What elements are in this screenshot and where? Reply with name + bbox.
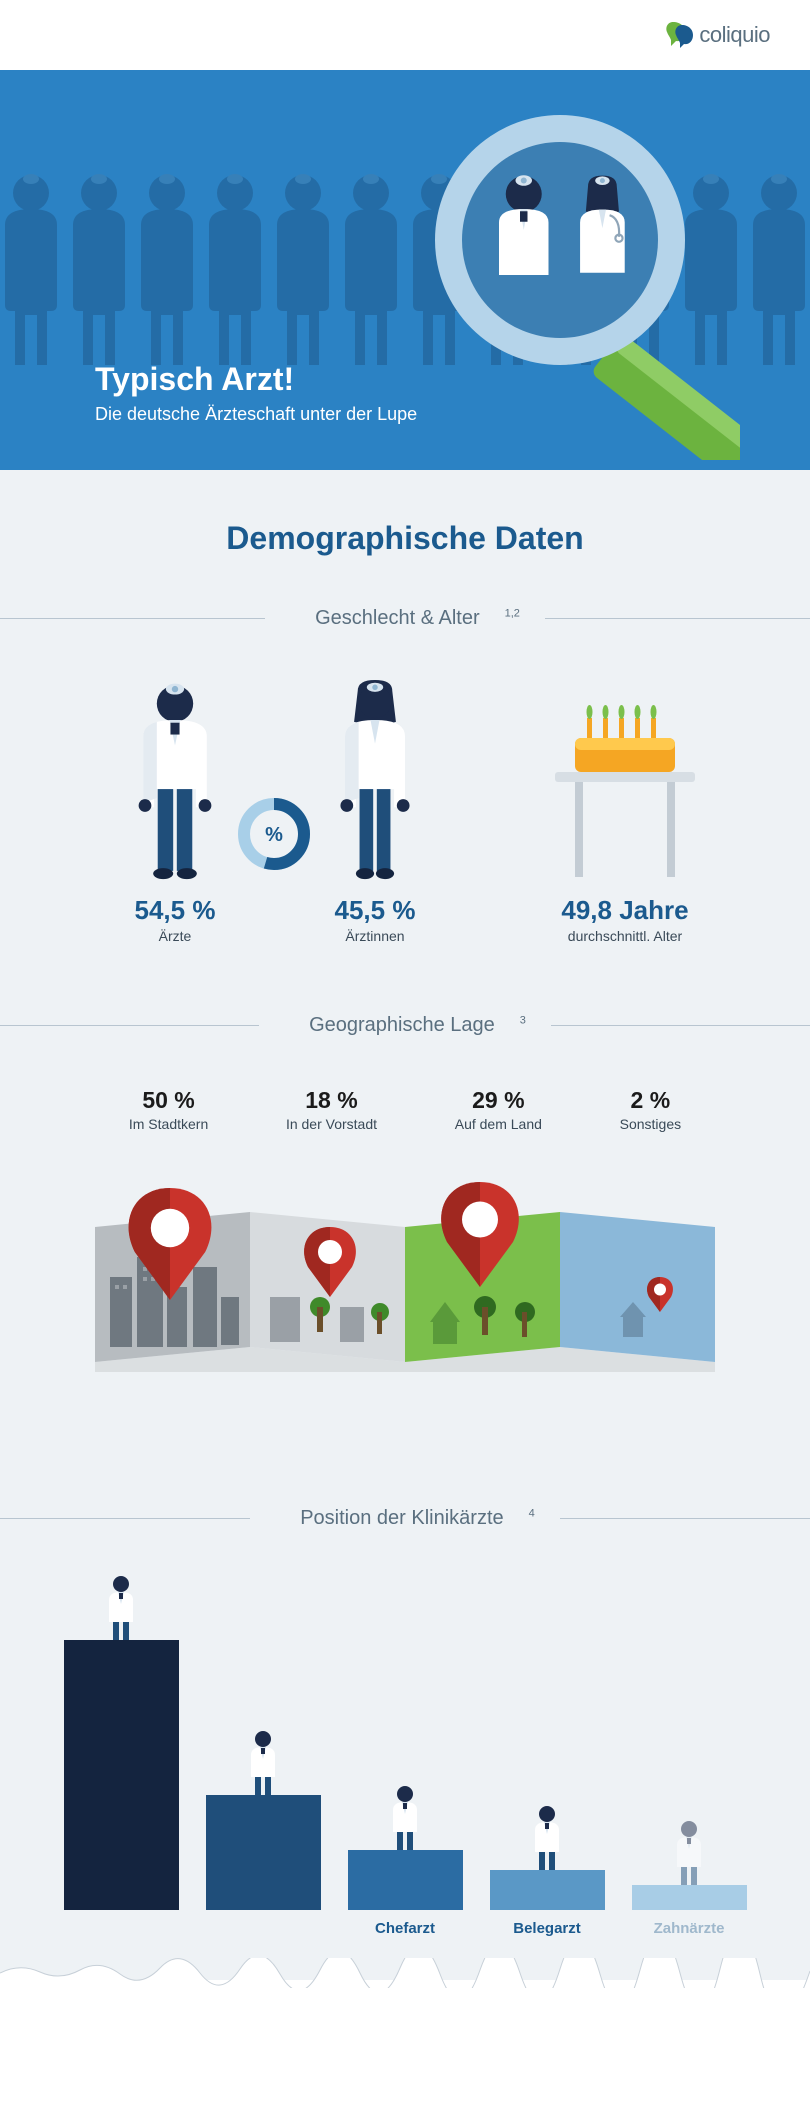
stat-label: durchschnittl. Alter (530, 928, 720, 944)
subheading-label: Geographische Lage (284, 1014, 520, 1036)
cake-icon (545, 690, 705, 880)
geo-stat: 50 % Im Stadtkern (129, 1087, 208, 1132)
stat-label: Ärzte (90, 928, 260, 944)
bar-rect (490, 1870, 605, 1910)
hero-text: Typisch Arzt! Die deutsche Ärzteschaft u… (95, 361, 417, 425)
brand-logo: coliquio (665, 20, 770, 50)
gender-age-row: % 54,5 % Ärzte 45,5 % Ärztinnen (0, 680, 810, 1014)
stat-value: 49,8 Jahre (530, 895, 720, 926)
tiny-doctor-icon (385, 1784, 425, 1852)
bar-column: Belegarzt (487, 1804, 607, 1940)
bar-label: Zahnärzte (654, 1920, 725, 1940)
male-doctor-icon (120, 680, 230, 880)
footnote-ref: 1,2 (505, 607, 520, 619)
silhouette-icon (739, 165, 810, 365)
logo-bar: coliquio (0, 0, 810, 70)
stat-value: 45,5 % (290, 895, 460, 926)
bar-rect (206, 1795, 321, 1910)
geo-label: In der Vorstadt (286, 1116, 377, 1132)
stat-value: 54,5 % (90, 895, 260, 926)
tiny-doctor-icon (243, 1729, 283, 1797)
hero-subtitle: Die deutsche Ärzteschaft unter der Lupe (95, 404, 417, 425)
subheading-label: Geschlecht & Alter (290, 607, 505, 629)
geo-pct: 2 % (620, 1087, 681, 1114)
tiny-doctor-icon (669, 1819, 709, 1887)
stat-age: 49,8 Jahre durchschnittl. Alter (530, 680, 720, 944)
bar-rect (348, 1850, 463, 1910)
subheading-label: Position der Klinikärzte (275, 1507, 528, 1529)
bar-column: Zahnärzte (629, 1819, 749, 1940)
geo-pct: 50 % (129, 1087, 208, 1114)
bar-column (203, 1729, 323, 1940)
geo-stats-row: 50 % Im Stadtkern 18 % In der Vorstadt 2… (0, 1087, 810, 1157)
bar-rect (632, 1885, 747, 1910)
torn-edge (0, 1980, 810, 2008)
subheading-gender-age: Geschlecht & Alter1,2 (0, 607, 810, 630)
hero-title: Typisch Arzt! (95, 361, 417, 398)
hero: Typisch Arzt! Die deutsche Ärzteschaft u… (0, 70, 810, 470)
geo-stat: 29 % Auf dem Land (455, 1087, 542, 1132)
bar-column (61, 1574, 181, 1940)
tiny-doctor-icon (527, 1804, 567, 1872)
section-demographics: Demographische Daten Geschlecht & Alter1… (0, 470, 810, 1980)
geo-label: Sonstiges (620, 1116, 681, 1132)
geo-stat: 2 % Sonstiges (620, 1087, 681, 1132)
tiny-doctor-icon (101, 1574, 141, 1642)
geo-pct: 18 % (286, 1087, 377, 1114)
svg-text:%: % (265, 824, 283, 846)
stat-male: % 54,5 % Ärzte (90, 680, 260, 944)
bar-rect (64, 1640, 179, 1910)
footnote-ref: 4 (529, 1507, 535, 1519)
brand-name: coliquio (699, 22, 770, 48)
stat-female: 45,5 % Ärztinnen (290, 680, 460, 944)
section-title: Demographische Daten (0, 520, 810, 557)
geo-label: Auf dem Land (455, 1116, 542, 1132)
subheading-geo: Geographische Lage3 (0, 1014, 810, 1037)
position-bar-chart: Chefarzt Belegarzt Zahnärzte (0, 1580, 810, 1940)
subheading-position: Position der Klinikärzte4 (0, 1507, 810, 1530)
female-doctor-icon (320, 680, 430, 880)
folded-map (0, 1157, 810, 1507)
magnifier (410, 100, 740, 465)
bar-column: Chefarzt (345, 1784, 465, 1940)
stat-label: Ärztinnen (290, 928, 460, 944)
bar-label: Chefarzt (375, 1920, 435, 1940)
geo-stat: 18 % In der Vorstadt (286, 1087, 377, 1132)
footnote-ref: 3 (520, 1014, 526, 1026)
logo-icon (665, 20, 695, 50)
bar-label: Belegarzt (513, 1920, 581, 1940)
geo-pct: 29 % (455, 1087, 542, 1114)
geo-label: Im Stadtkern (129, 1116, 208, 1132)
